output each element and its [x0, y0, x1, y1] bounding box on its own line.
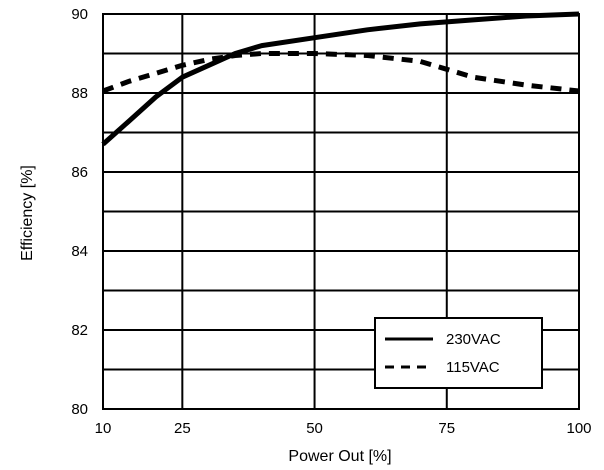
legend-label-115vac: 115VAC: [446, 359, 500, 376]
tick-labels: 10 25 50 75 100 80 82 84 86 88 90: [71, 6, 591, 437]
legend-label-230vac: 230VAC: [446, 331, 501, 348]
y-tick-label: 86: [71, 164, 88, 181]
series-line-115vac: [102, 51, 580, 94]
x-tick-label: 25: [174, 420, 191, 437]
y-tick-label: 82: [71, 322, 88, 339]
x-tick-label: 50: [306, 420, 323, 437]
series-layer: [101, 11, 580, 147]
x-tick-label: 10: [95, 420, 112, 437]
x-tick-label: 75: [438, 420, 455, 437]
y-tick-label: 90: [71, 6, 88, 23]
x-tick-label: 100: [566, 420, 591, 437]
y-tick-label: 88: [71, 85, 88, 102]
y-tick-label: 80: [71, 401, 88, 418]
grid-lines: [103, 14, 579, 409]
series-line-230vac: [101, 11, 580, 147]
plot-frame: [102, 13, 580, 410]
legend: 230VAC 115VAC: [374, 317, 543, 389]
legend-box: [374, 317, 543, 389]
x-axis-label: Power Out [%]: [288, 448, 391, 465]
y-axis-label: Efficiency [%]: [19, 165, 36, 261]
y-tick-label: 84: [71, 243, 88, 260]
